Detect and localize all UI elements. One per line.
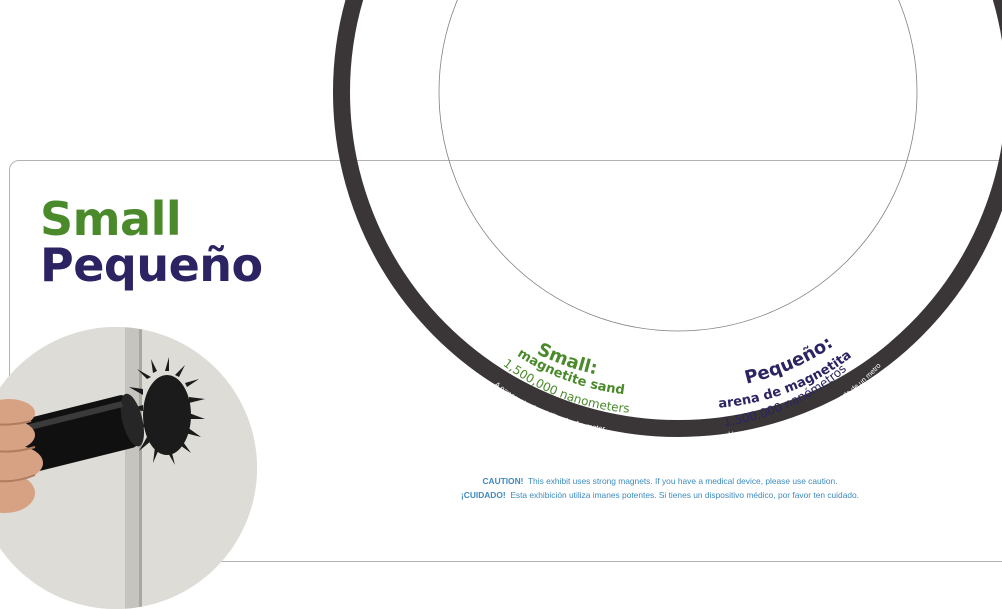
- disc-inner-circle: [439, 0, 917, 331]
- caution-english-text: This exhibit uses strong magnets. If you…: [528, 476, 838, 486]
- caution-spanish-label: ¡CUIDADO!: [461, 490, 506, 500]
- caution-spanish-text: Esta exhibición utiliza imanes potentes.…: [510, 490, 859, 500]
- caution-english-label: CAUTION!: [482, 476, 523, 486]
- caution-notice: CAUTION! This exhibit uses strong magnet…: [410, 474, 910, 502]
- caution-spanish: ¡CUIDADO! Esta exhibición utiliza imanes…: [410, 488, 910, 502]
- scale-disc: Small: magnetite sand 1,500,000 nanomete…: [0, 0, 1002, 512]
- caution-english: CAUTION! This exhibit uses strong magnet…: [410, 474, 910, 488]
